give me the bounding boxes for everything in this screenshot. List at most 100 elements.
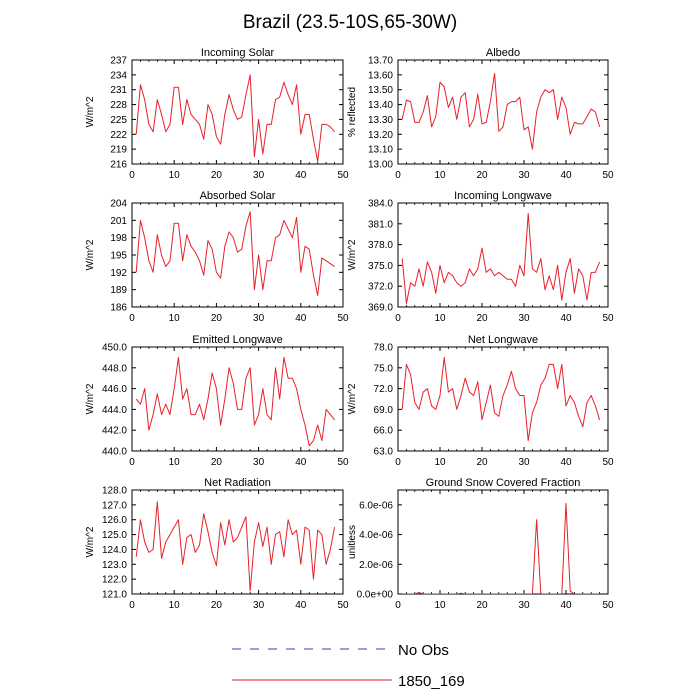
y-tick-label: 125.0 bbox=[102, 530, 127, 541]
y-tick-label: 69.0 bbox=[374, 405, 394, 416]
y-axis-label: W/m^2 bbox=[85, 96, 96, 127]
y-tick-label: 13.40 bbox=[368, 100, 393, 111]
panel-incoming-solar: Incoming Solar 0 10 20 30 40 50 216 219 222 225 228… bbox=[85, 47, 349, 181]
y-tick-label: 228 bbox=[110, 100, 127, 111]
x-tick-label: 50 bbox=[337, 457, 349, 468]
plot-frame bbox=[131, 202, 344, 308]
y-tick-label: 6.0e-06 bbox=[359, 500, 393, 511]
y-tick-label: 13.00 bbox=[368, 160, 393, 171]
y-tick-label: 234 bbox=[110, 70, 127, 81]
x-tick-label: 0 bbox=[129, 600, 135, 611]
series-line bbox=[135, 501, 336, 592]
y-axis-label: unitless bbox=[347, 525, 358, 559]
x-tick-label: 50 bbox=[337, 313, 349, 324]
y-tick-label: 13.30 bbox=[368, 115, 393, 126]
plot-frame bbox=[397, 346, 609, 452]
y-tick-label: 124.0 bbox=[102, 545, 127, 556]
y-tick-label: 372.0 bbox=[368, 282, 393, 293]
legend-label-no-obs: No Obs bbox=[398, 642, 449, 659]
panel-incoming-longwave: Incoming Longwave 0 10 20 30 40 50 369.0 372.0 37… bbox=[347, 190, 614, 324]
x-tick-label: 50 bbox=[602, 170, 614, 181]
panel-absorbed-solar: Absorbed Solar 0 10 20 30 40 50 186 189 192 195 198… bbox=[85, 190, 349, 324]
y-tick-label: 237 bbox=[110, 56, 127, 67]
x-tick-label: 10 bbox=[434, 170, 446, 181]
y-tick-label: 4.0e-06 bbox=[359, 530, 393, 541]
x-tick-label: 20 bbox=[211, 600, 223, 611]
series-line bbox=[401, 212, 601, 305]
y-tick-label: 128.0 bbox=[102, 486, 127, 497]
y-tick-label: 444.0 bbox=[102, 405, 127, 416]
y-tick-label: 121.0 bbox=[102, 590, 127, 601]
x-tick-label: 20 bbox=[211, 313, 223, 324]
panel-net-radiation: Net Radiation 0 10 20 30 40 50 121.0 122.0 123.0 1… bbox=[85, 477, 349, 611]
x-tick-label: 20 bbox=[211, 457, 223, 468]
y-tick-label: 72.0 bbox=[374, 384, 394, 395]
plot-frame bbox=[131, 489, 344, 595]
y-tick-label: 126.0 bbox=[102, 515, 127, 526]
panel-title: Albedo bbox=[486, 47, 520, 59]
y-axis-label: W/m^2 bbox=[85, 526, 96, 557]
panel-ground-snow-covered-fraction: Ground Snow Covered Fraction 0 10 20 30 40 50 0… bbox=[347, 477, 614, 611]
x-tick-label: 40 bbox=[295, 170, 307, 181]
series-line bbox=[401, 356, 601, 442]
x-tick-label: 0 bbox=[129, 457, 135, 468]
plot-frame bbox=[397, 202, 609, 308]
x-tick-label: 20 bbox=[476, 170, 488, 181]
y-axis-label: % reflected bbox=[347, 87, 358, 137]
x-tick-label: 40 bbox=[560, 600, 572, 611]
y-tick-label: 13.20 bbox=[368, 130, 393, 141]
series-line bbox=[135, 356, 335, 447]
x-tick-label: 20 bbox=[476, 600, 488, 611]
plot-frame bbox=[397, 489, 609, 595]
x-tick-label: 0 bbox=[129, 170, 135, 181]
x-tick-label: 20 bbox=[476, 457, 488, 468]
y-tick-label: 440.0 bbox=[102, 447, 127, 458]
y-tick-label: 186 bbox=[110, 303, 127, 314]
plot-frame bbox=[397, 59, 609, 165]
x-tick-label: 50 bbox=[602, 600, 614, 611]
panel-albedo: Albedo 0 10 20 30 40 50 13.00 13.10 13.20 13.30 13.… bbox=[347, 47, 614, 181]
x-tick-label: 10 bbox=[169, 600, 181, 611]
x-tick-label: 30 bbox=[518, 170, 530, 181]
series-line bbox=[135, 211, 335, 296]
y-tick-label: 381.0 bbox=[368, 219, 393, 230]
y-axis-label: W/m^2 bbox=[347, 239, 358, 270]
x-tick-label: 50 bbox=[602, 457, 614, 468]
x-tick-label: 50 bbox=[602, 313, 614, 324]
x-tick-label: 0 bbox=[129, 313, 135, 324]
y-tick-label: 375.0 bbox=[368, 261, 393, 272]
panel-title: Net Radiation bbox=[204, 477, 271, 489]
y-tick-label: 63.0 bbox=[374, 447, 394, 458]
x-tick-label: 10 bbox=[169, 457, 181, 468]
x-tick-label: 40 bbox=[295, 600, 307, 611]
y-tick-label: 13.70 bbox=[368, 56, 393, 67]
y-tick-label: 66.0 bbox=[374, 426, 394, 437]
y-axis-label: W/m^2 bbox=[85, 239, 96, 270]
y-tick-label: 192 bbox=[110, 268, 127, 279]
x-tick-label: 30 bbox=[518, 600, 530, 611]
y-tick-label: 225 bbox=[110, 115, 127, 126]
panel-title: Incoming Longwave bbox=[454, 190, 552, 202]
x-tick-label: 10 bbox=[434, 600, 446, 611]
y-tick-label: 231 bbox=[110, 85, 127, 96]
legend: No Obs 1850_169 bbox=[232, 642, 465, 690]
y-tick-label: 127.0 bbox=[102, 500, 127, 511]
x-tick-label: 20 bbox=[211, 170, 223, 181]
x-tick-label: 30 bbox=[518, 313, 530, 324]
panel-title: Incoming Solar bbox=[201, 47, 275, 59]
panel-emitted-longwave: Emitted Longwave 0 10 20 30 40 50 440.0 442.0 444… bbox=[85, 334, 349, 468]
panel-title: Ground Snow Covered Fraction bbox=[426, 477, 581, 489]
series-line bbox=[401, 72, 601, 150]
y-tick-label: 0.0e+00 bbox=[357, 590, 394, 601]
y-tick-label: 448.0 bbox=[102, 363, 127, 374]
x-tick-label: 40 bbox=[560, 313, 572, 324]
y-tick-label: 222 bbox=[110, 130, 127, 141]
y-tick-label: 201 bbox=[110, 216, 127, 227]
x-tick-label: 10 bbox=[169, 313, 181, 324]
y-tick-label: 216 bbox=[110, 160, 127, 171]
x-tick-label: 20 bbox=[476, 313, 488, 324]
y-tick-label: 75.0 bbox=[374, 363, 394, 374]
x-tick-label: 30 bbox=[253, 600, 265, 611]
y-tick-label: 122.0 bbox=[102, 575, 127, 586]
